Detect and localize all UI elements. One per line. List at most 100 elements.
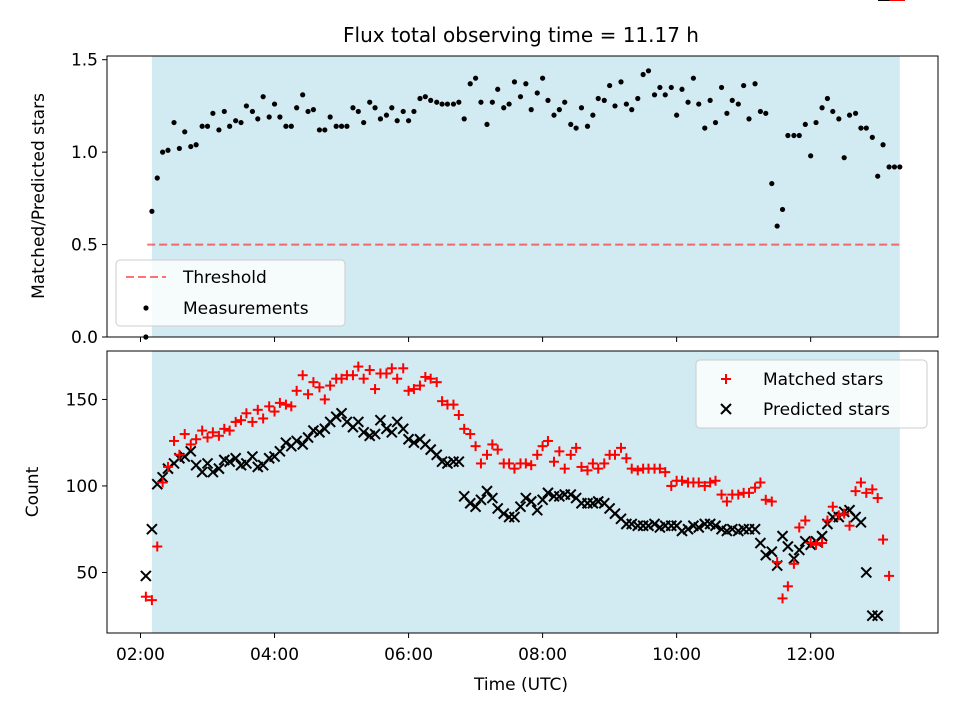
measurement-point <box>875 173 881 179</box>
matched-star-point <box>146 595 157 606</box>
measurement-point <box>439 101 445 107</box>
predicted-star-point <box>352 416 365 428</box>
measurement-point <box>724 110 730 116</box>
measurement-point <box>367 99 373 105</box>
measurement-point <box>383 112 390 118</box>
matched-star-point <box>453 410 464 421</box>
top-y-tick-label: 0.5 <box>71 236 98 256</box>
matched-star-point <box>152 541 163 552</box>
matched-star-point <box>408 384 419 395</box>
predicted-star-point <box>386 426 398 439</box>
measurement-point <box>450 101 457 107</box>
bottom-x-tick-label: 04:00 <box>250 645 299 665</box>
matched-star-point <box>336 373 347 384</box>
matched-star-point <box>626 463 637 474</box>
matched-star-point <box>487 439 498 450</box>
matched-star-point <box>459 423 470 434</box>
matched-star-point <box>274 397 285 408</box>
matched-star-point <box>202 432 213 443</box>
predicted-star-point <box>508 511 521 523</box>
predicted-star-point <box>302 431 314 444</box>
top-y-axis-label: Matched/Predicted stars <box>29 93 49 299</box>
predicted-star-point <box>453 456 465 468</box>
measurement-point <box>534 90 540 96</box>
bottom-plot-frame <box>106 350 939 634</box>
matched-star-point <box>303 389 314 400</box>
measurement-point <box>578 105 585 111</box>
predicted-star-point <box>565 488 577 501</box>
predicted-star-point <box>782 540 794 553</box>
measurement-point <box>149 208 155 214</box>
measurement-point <box>746 116 752 122</box>
top-x-axis <box>140 337 812 342</box>
measurement-point <box>327 114 333 120</box>
matched-star-point <box>219 423 230 434</box>
matched-star-point <box>593 463 604 474</box>
predicted-star-point <box>498 507 510 520</box>
predicted-star-point <box>380 423 393 435</box>
matched-star-point <box>660 467 671 478</box>
matched-star-point <box>855 477 866 488</box>
matched-star-point <box>252 404 263 415</box>
measurement-point <box>165 147 171 153</box>
predicted-star-point <box>693 521 705 534</box>
matched-star-point <box>822 515 833 526</box>
measurement-point <box>478 99 484 105</box>
measurement-point <box>338 123 345 129</box>
matched-star-point <box>827 501 838 512</box>
predicted-star-point <box>296 438 309 451</box>
measurement-point <box>489 99 495 105</box>
measurement-point <box>361 119 367 126</box>
predicted-star-point <box>369 428 381 440</box>
top-y-tick-label: 1.5 <box>71 51 98 71</box>
matched-star-point <box>370 384 381 395</box>
bottom-x-tick-label: 06:00 <box>384 645 433 665</box>
matched-star-point <box>520 458 531 469</box>
matched-star-point <box>676 475 687 486</box>
top-legend: Threshold Measurements <box>115 259 346 327</box>
bottom-x-axis: 02:00 04:00 06:00 08:00 10:00 12:00 <box>116 633 835 665</box>
matched-star-point <box>554 446 565 457</box>
measurement-point <box>836 116 842 122</box>
matched-star-point <box>542 435 553 446</box>
measurement-point <box>735 101 741 107</box>
measurement-point <box>467 81 473 87</box>
predicted-star-point <box>146 523 158 535</box>
predicted-star-point <box>431 449 443 461</box>
top-y-tick-label: 1.0 <box>71 143 98 163</box>
measurement-point <box>819 105 825 111</box>
figure-title: Flux total observing time = 11.17 h <box>343 23 699 47</box>
predicted-star-point <box>760 549 772 561</box>
predicted-star-point <box>151 478 163 490</box>
matched-star-point <box>654 463 665 474</box>
predicted-star-point <box>514 500 527 513</box>
matched-star-point <box>571 442 582 453</box>
matched-star-point <box>475 458 486 469</box>
matched-star-point <box>844 520 855 531</box>
measurement-point <box>813 119 819 126</box>
matched-star-point <box>850 486 861 497</box>
measurement-point <box>897 164 903 170</box>
matched-star-point <box>788 558 799 569</box>
measurement-point <box>300 92 306 98</box>
measurement-point <box>612 103 618 109</box>
predicted-star-point <box>213 462 225 475</box>
predicted-star-point <box>201 457 214 470</box>
predicted-star-point <box>709 520 722 532</box>
measurement-point <box>757 108 764 115</box>
measurement-point <box>846 112 853 118</box>
measurement-point <box>199 123 205 129</box>
predicted-star-point <box>313 426 326 439</box>
predicted-star-point <box>855 516 867 528</box>
matched-star-point <box>884 570 895 581</box>
matched-star-point <box>191 434 202 445</box>
matched-star-point <box>213 430 224 441</box>
matched-star-point <box>782 581 793 592</box>
measurement-point <box>886 164 892 170</box>
predicted-star-point <box>319 423 331 435</box>
measurement-point <box>204 123 211 129</box>
bottom-y-tick-label: 150 <box>66 390 98 410</box>
legend-x-mark <box>720 403 732 415</box>
measurement-point <box>517 94 524 100</box>
predicted-star-point <box>397 423 409 435</box>
